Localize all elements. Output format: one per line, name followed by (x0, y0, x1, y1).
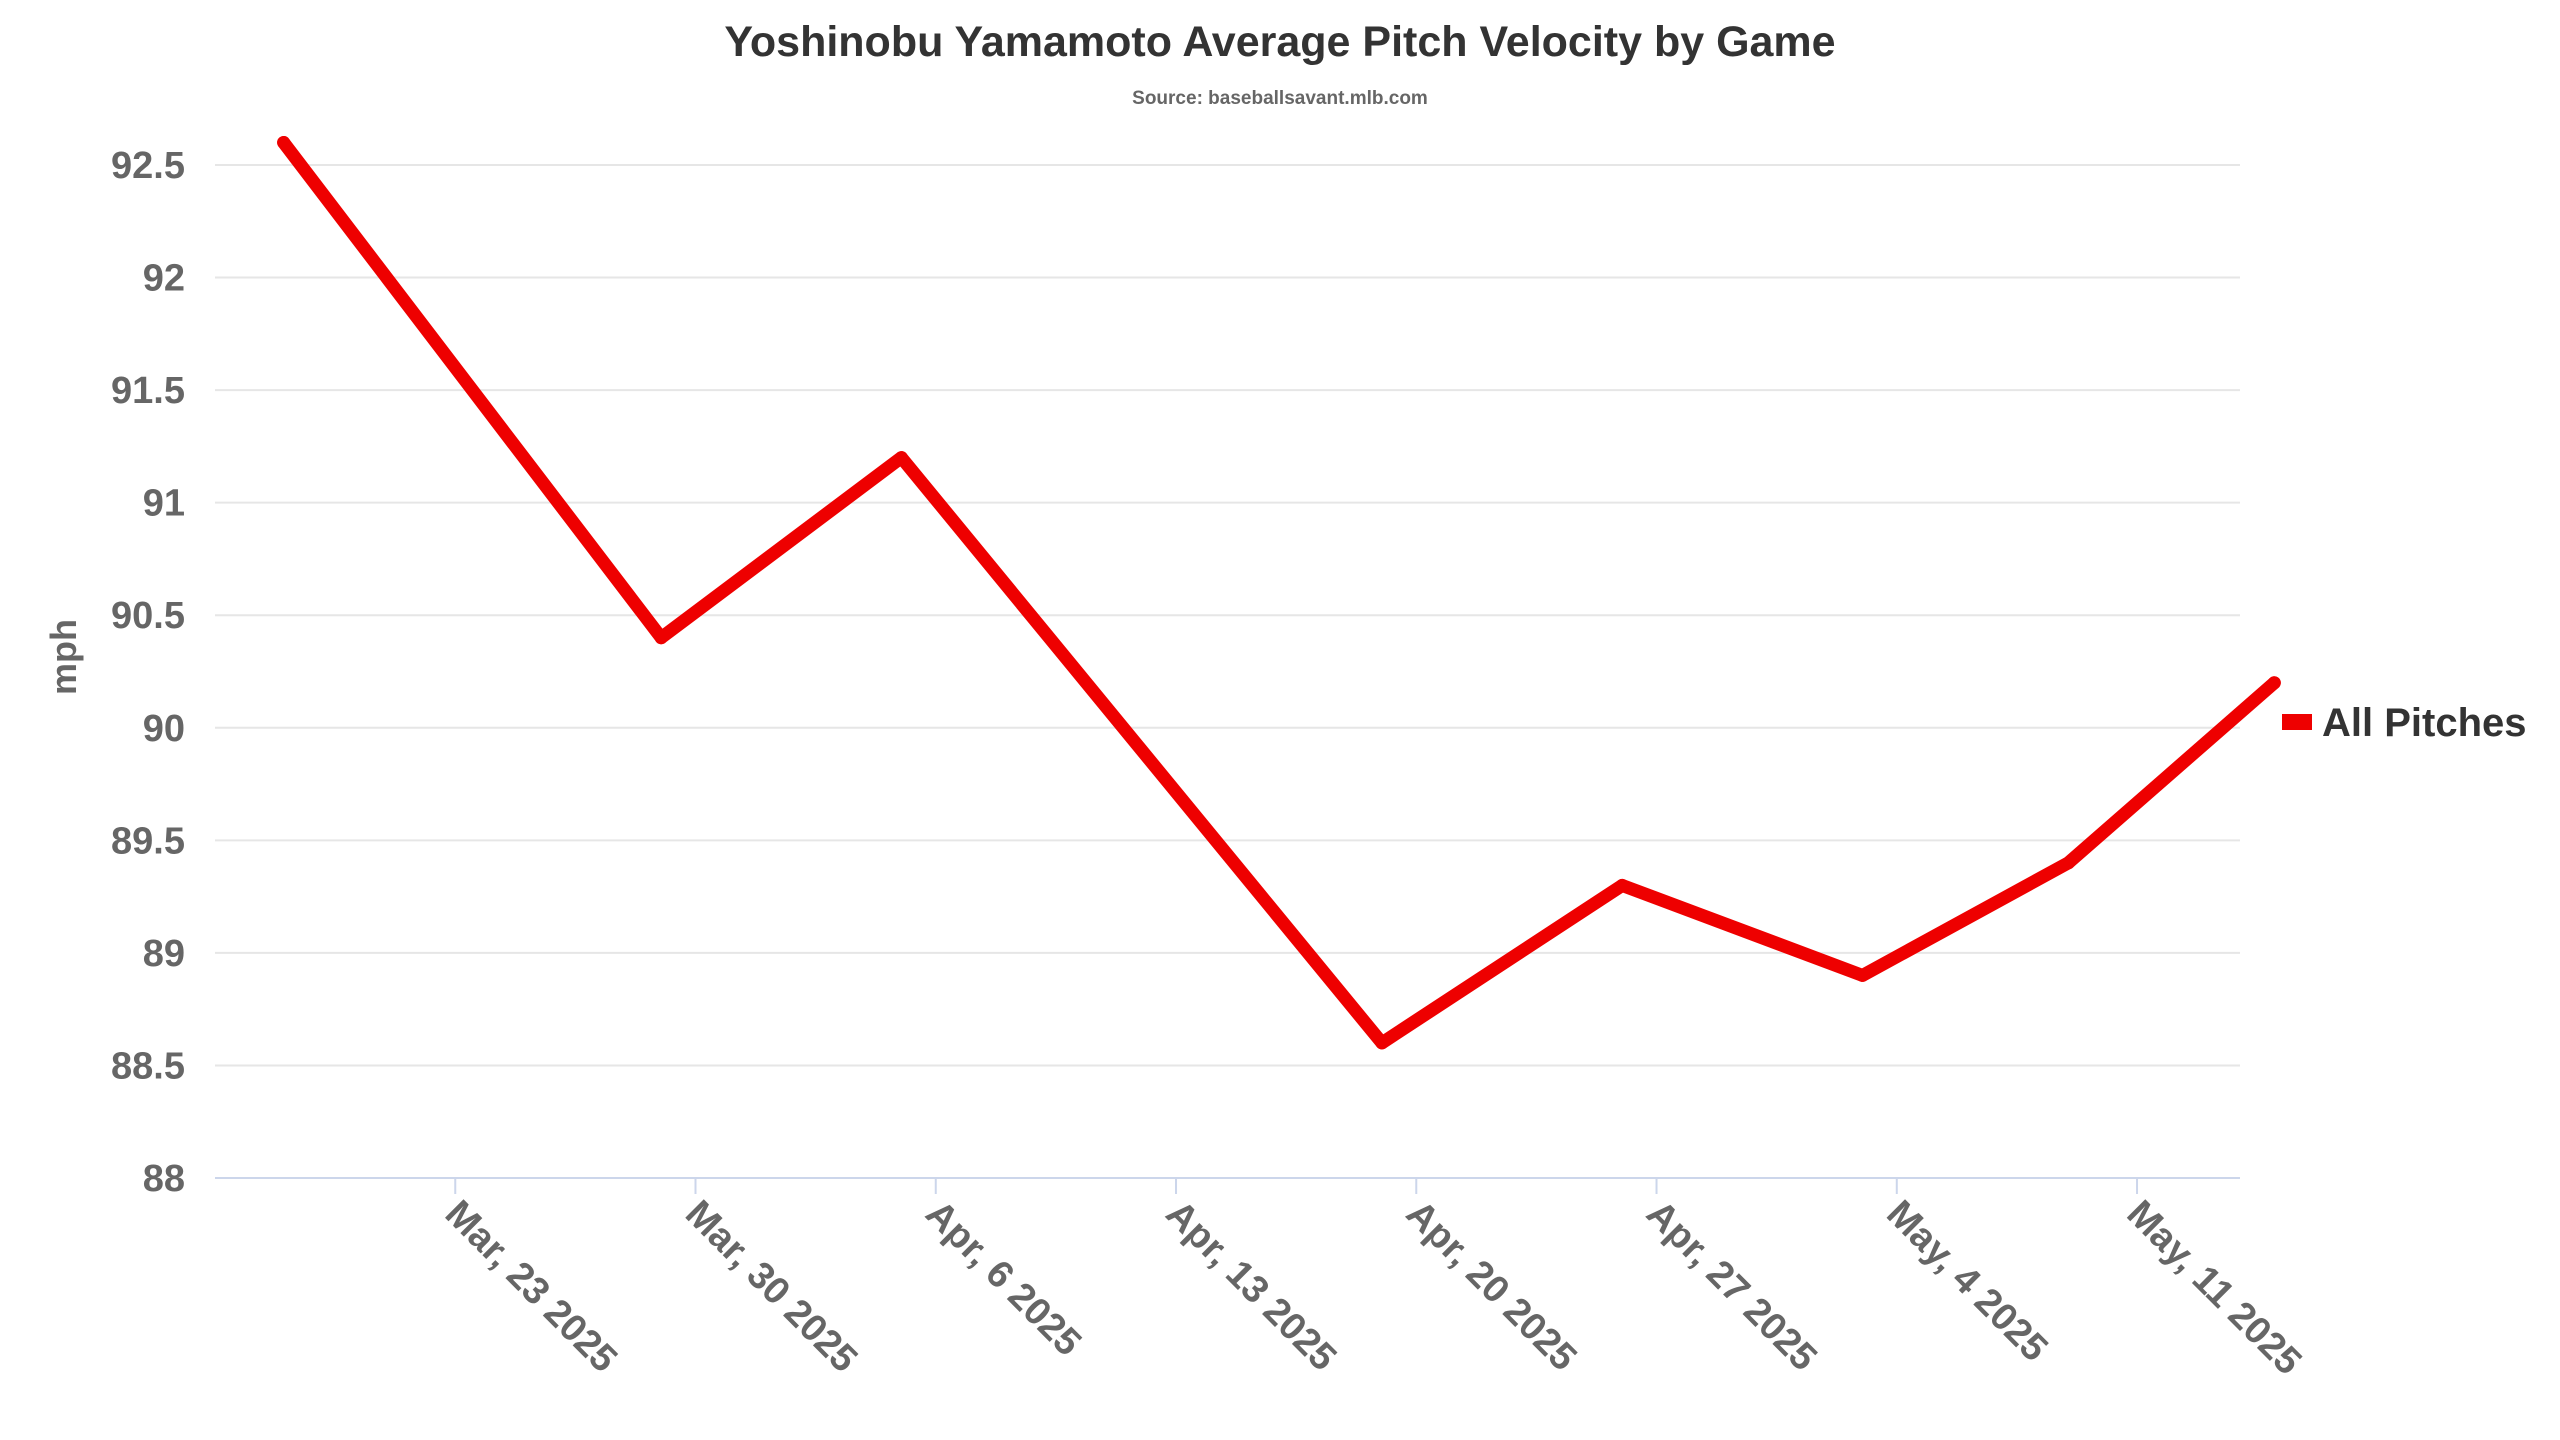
data-point[interactable] (1375, 1036, 1389, 1050)
x-tick-label: Mar, 30 2025 (677, 1193, 865, 1381)
series-layer (277, 135, 2281, 1050)
x-tick-label: Apr, 6 2025 (917, 1193, 1089, 1365)
y-tick-label: 89.5 (111, 820, 185, 862)
legend[interactable]: All Pitches (2282, 701, 2527, 745)
x-tick-label: Apr, 20 2025 (1398, 1193, 1585, 1380)
y-tick-label: 92.5 (111, 145, 185, 187)
y-axis: 88 88.5 89 89.5 90 90.5 91 91.5 92 92.5 (111, 145, 185, 1200)
chart-subtitle: Source: baseballsavant.mlb.com (1132, 88, 1428, 109)
data-point[interactable] (894, 451, 908, 465)
legend-label: All Pitches (2322, 701, 2527, 745)
data-point[interactable] (1615, 878, 1629, 892)
x-tick-label: May, 4 2025 (1878, 1193, 2055, 1370)
y-tick-label: 90.5 (111, 595, 185, 637)
x-tick-label: Apr, 27 2025 (1638, 1193, 1825, 1380)
x-tick-label: May, 11 2025 (2119, 1193, 2310, 1384)
legend-swatch (2282, 714, 2312, 730)
y-tick-label: 90 (143, 708, 185, 750)
y-tick-label: 88.5 (111, 1045, 185, 1087)
data-point[interactable] (1855, 968, 1869, 982)
x-tick-label: Mar, 23 2025 (437, 1193, 625, 1381)
y-tick-label: 88 (143, 1158, 185, 1200)
data-point[interactable] (277, 135, 291, 149)
data-point[interactable] (2267, 676, 2281, 690)
chart-title: Yoshinobu Yamamoto Average Pitch Velocit… (724, 18, 1835, 66)
x-tick-label: Apr, 13 2025 (1158, 1193, 1345, 1380)
y-tick-label: 89 (143, 933, 185, 975)
series-line-all-pitches[interactable] (277, 136, 2281, 1050)
y-tick-label: 92 (143, 258, 185, 300)
y-axis-label: mph (43, 619, 84, 695)
y-tick-label: 91 (143, 483, 185, 525)
y-tick-label: 91.5 (111, 370, 185, 412)
data-point[interactable] (654, 631, 668, 645)
data-point[interactable] (2061, 856, 2075, 870)
x-axis: Mar, 23 2025 Mar, 30 2025 Apr, 6 2025 Apr, … (215, 1177, 2310, 1384)
